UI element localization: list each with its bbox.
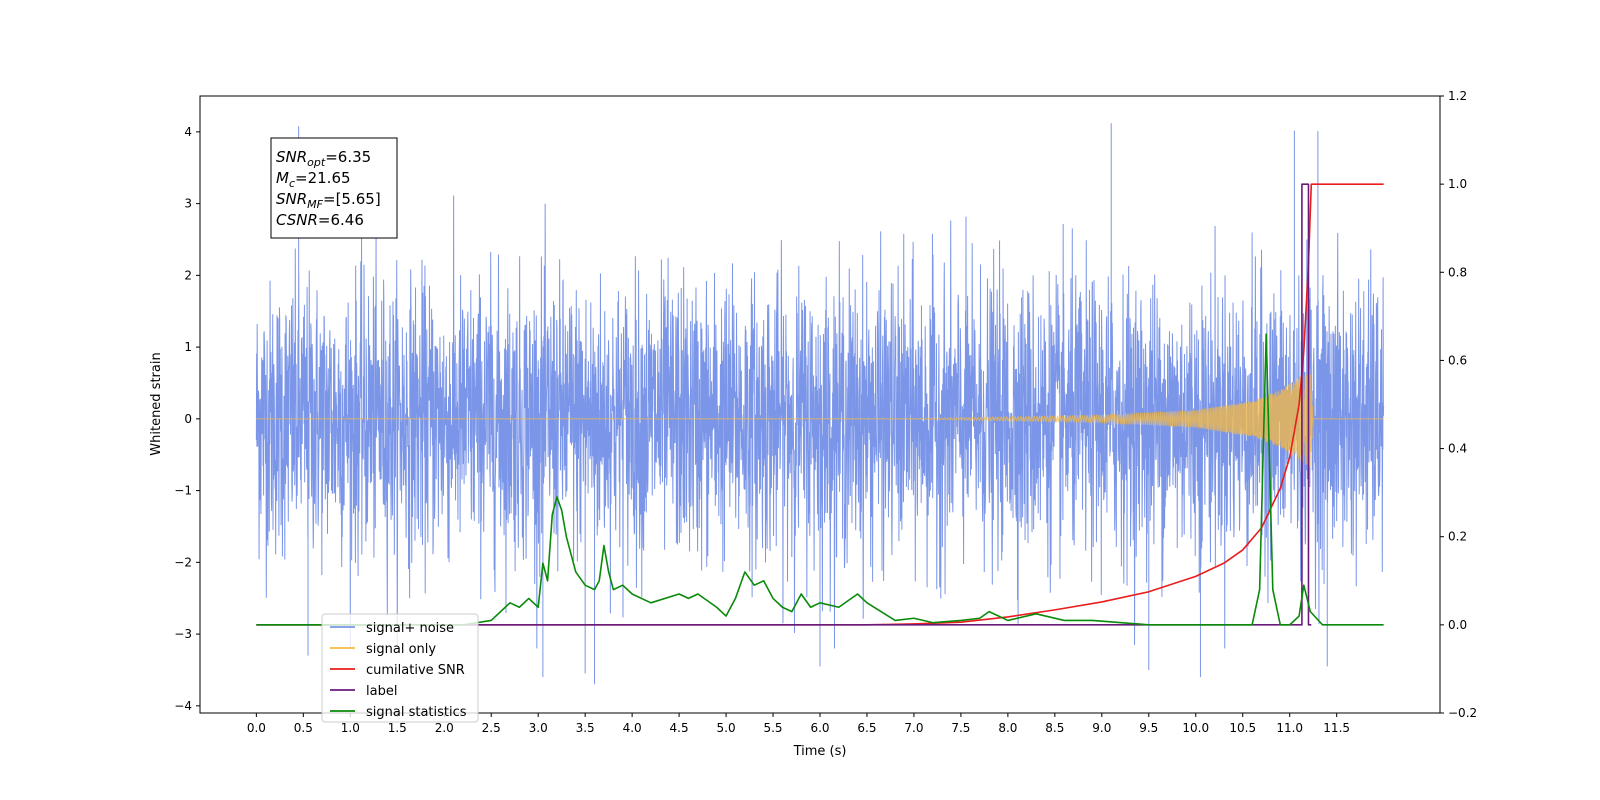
x-tick-label: 8.0 — [998, 721, 1017, 735]
y-axis-right: 1.2 1.0 0.8 0.6 0.4 0.2 0.0 −0.2 — [1440, 89, 1477, 720]
x-tick-label: 4.0 — [623, 721, 642, 735]
x-tick-label: 10.5 — [1229, 721, 1256, 735]
y-left-tick-label: 2 — [184, 268, 192, 282]
series-layer — [255, 123, 1385, 685]
legend-label: signal+ noise — [366, 621, 454, 636]
x-tick-label: 5.5 — [763, 721, 782, 735]
annotation-line: CSNR=6.46 — [276, 211, 364, 229]
x-tick-label: 1.0 — [341, 721, 360, 735]
x-tick-label: 8.5 — [1045, 721, 1064, 735]
x-tick-label: 2.5 — [482, 721, 501, 735]
x-tick-label: 9.0 — [1092, 721, 1111, 735]
y-left-tick-label: 3 — [184, 197, 192, 211]
y-right-tick-label: 0.0 — [1448, 618, 1467, 632]
series-cumilative-snr — [256, 183, 1384, 626]
y-left-tick-label: −3 — [174, 627, 192, 641]
y-left-tick-label: 4 — [184, 125, 192, 139]
x-tick-label: 2.0 — [435, 721, 454, 735]
annotation-line: Mc=21.65 — [276, 169, 351, 190]
y-right-tick-label: 1.2 — [1448, 89, 1467, 103]
legend-label: label — [366, 684, 397, 699]
x-tick-label: 0.0 — [247, 721, 266, 735]
y-right-tick-label: −0.2 — [1448, 706, 1477, 720]
legend-label: cumilative SNR — [366, 663, 465, 678]
annotation-frame — [270, 137, 398, 239]
y-axis-left: 4 3 2 1 0 −1 −2 −3 −4 — [174, 125, 200, 713]
y-right-tick-label: 0.8 — [1448, 265, 1467, 279]
x-tick-label: 6.5 — [857, 721, 876, 735]
x-tick-label: 11.5 — [1323, 721, 1350, 735]
x-tick-label: 6.0 — [810, 721, 829, 735]
y-left-tick-label: −2 — [174, 555, 192, 569]
x-tick-label: 7.0 — [904, 721, 923, 735]
y-right-tick-label: 0.2 — [1448, 530, 1467, 544]
y-left-tick-label: −4 — [174, 699, 192, 713]
y-axis-left-label: Whitened strain — [149, 352, 164, 455]
x-tick-label: 9.5 — [1139, 721, 1158, 735]
x-tick-label: 10.0 — [1182, 721, 1209, 735]
series-signal-statistics — [256, 333, 1384, 626]
y-left-tick-label: 1 — [184, 340, 192, 354]
series-signal-only — [256, 369, 1384, 468]
series-label — [256, 183, 1312, 626]
legend-frame — [321, 613, 479, 723]
x-tick-label: 11.0 — [1276, 721, 1303, 735]
x-tick-label: 4.5 — [670, 721, 689, 735]
y-left-tick-label: 0 — [184, 412, 192, 426]
x-tick-label: 5.0 — [717, 721, 736, 735]
x-tick-label: 0.5 — [294, 721, 313, 735]
series-signal-noise — [255, 123, 1385, 685]
x-tick-label: 7.5 — [951, 721, 970, 735]
y-left-tick-label: −1 — [174, 484, 192, 498]
y-right-tick-label: 0.4 — [1448, 442, 1467, 456]
legend: signal+ noise signal only cumilative SNR la… — [321, 613, 479, 723]
annotation-line: SNRopt=6.35 — [276, 148, 371, 169]
legend-label: signal only — [366, 642, 436, 657]
annotation-line: SNRMF=[5.65] — [276, 190, 381, 211]
x-tick-label: 3.0 — [529, 721, 548, 735]
x-axis-label: Time (s) — [793, 744, 847, 759]
x-axis: 0.0 0.5 1.0 1.5 2.0 2.5 3.0 3.5 4.0 4.5 5.0 5.5 6.0 6… — [247, 713, 1350, 735]
y-right-tick-label: 1.0 — [1448, 177, 1467, 191]
legend-label: signal statistics — [366, 705, 467, 720]
x-tick-label: 3.5 — [576, 721, 595, 735]
y-right-tick-label: 0.6 — [1448, 353, 1467, 367]
x-tick-label: 1.5 — [388, 721, 407, 735]
